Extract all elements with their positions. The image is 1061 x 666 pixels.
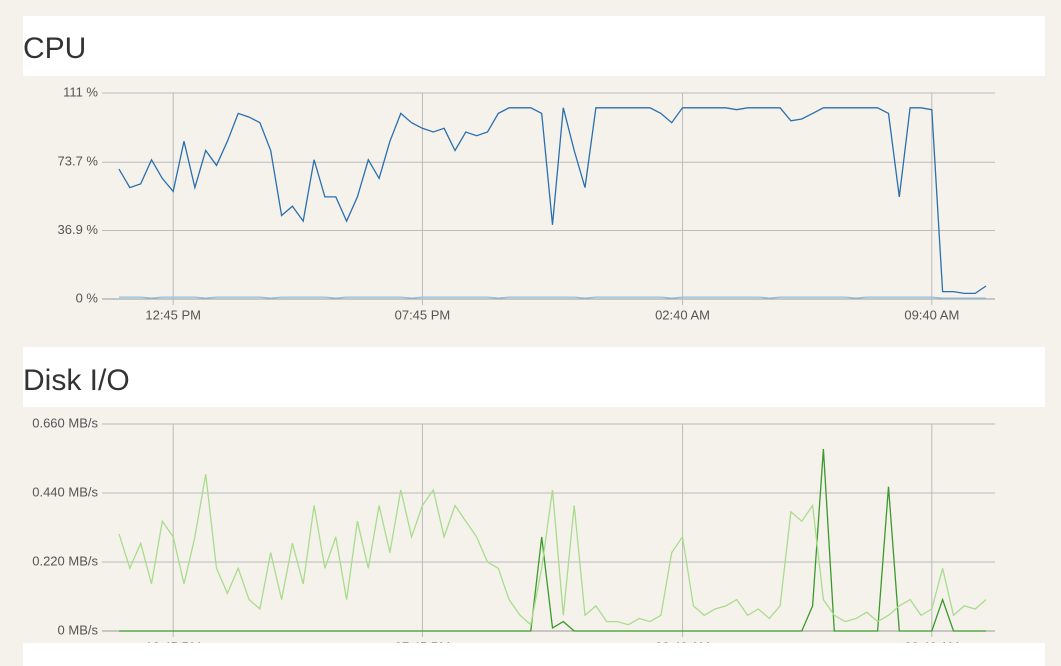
- y-tick-label: 0 MB/s: [58, 622, 99, 637]
- x-tick-label: 12:45 PM: [145, 307, 201, 322]
- series-line: [119, 449, 986, 632]
- series-line: [119, 296, 986, 299]
- x-tick-label: 09:40 AM: [904, 307, 959, 322]
- y-tick-label: 111 %: [63, 84, 98, 99]
- panel-title: CPU: [23, 32, 86, 65]
- x-tick-label: 02:40 AM: [655, 307, 710, 322]
- y-tick-label: 36.9 %: [58, 222, 99, 237]
- series-line: [118, 474, 987, 626]
- y-tick-label: 0.440 MB/s: [32, 484, 98, 499]
- header-bar: [23, 347, 1045, 407]
- y-tick-label: 0.220 MB/s: [32, 553, 98, 568]
- x-tick-label: 07:45 PM: [395, 307, 451, 322]
- y-tick-label: 0.660 MB/s: [32, 415, 98, 430]
- series-line: [118, 107, 987, 295]
- header-bar: [23, 16, 1045, 76]
- panel-title: Disk I/O: [23, 364, 130, 397]
- cover-bar: [23, 643, 1045, 666]
- y-tick-label: 73.7 %: [58, 154, 99, 169]
- y-tick-label: 0 %: [76, 290, 99, 305]
